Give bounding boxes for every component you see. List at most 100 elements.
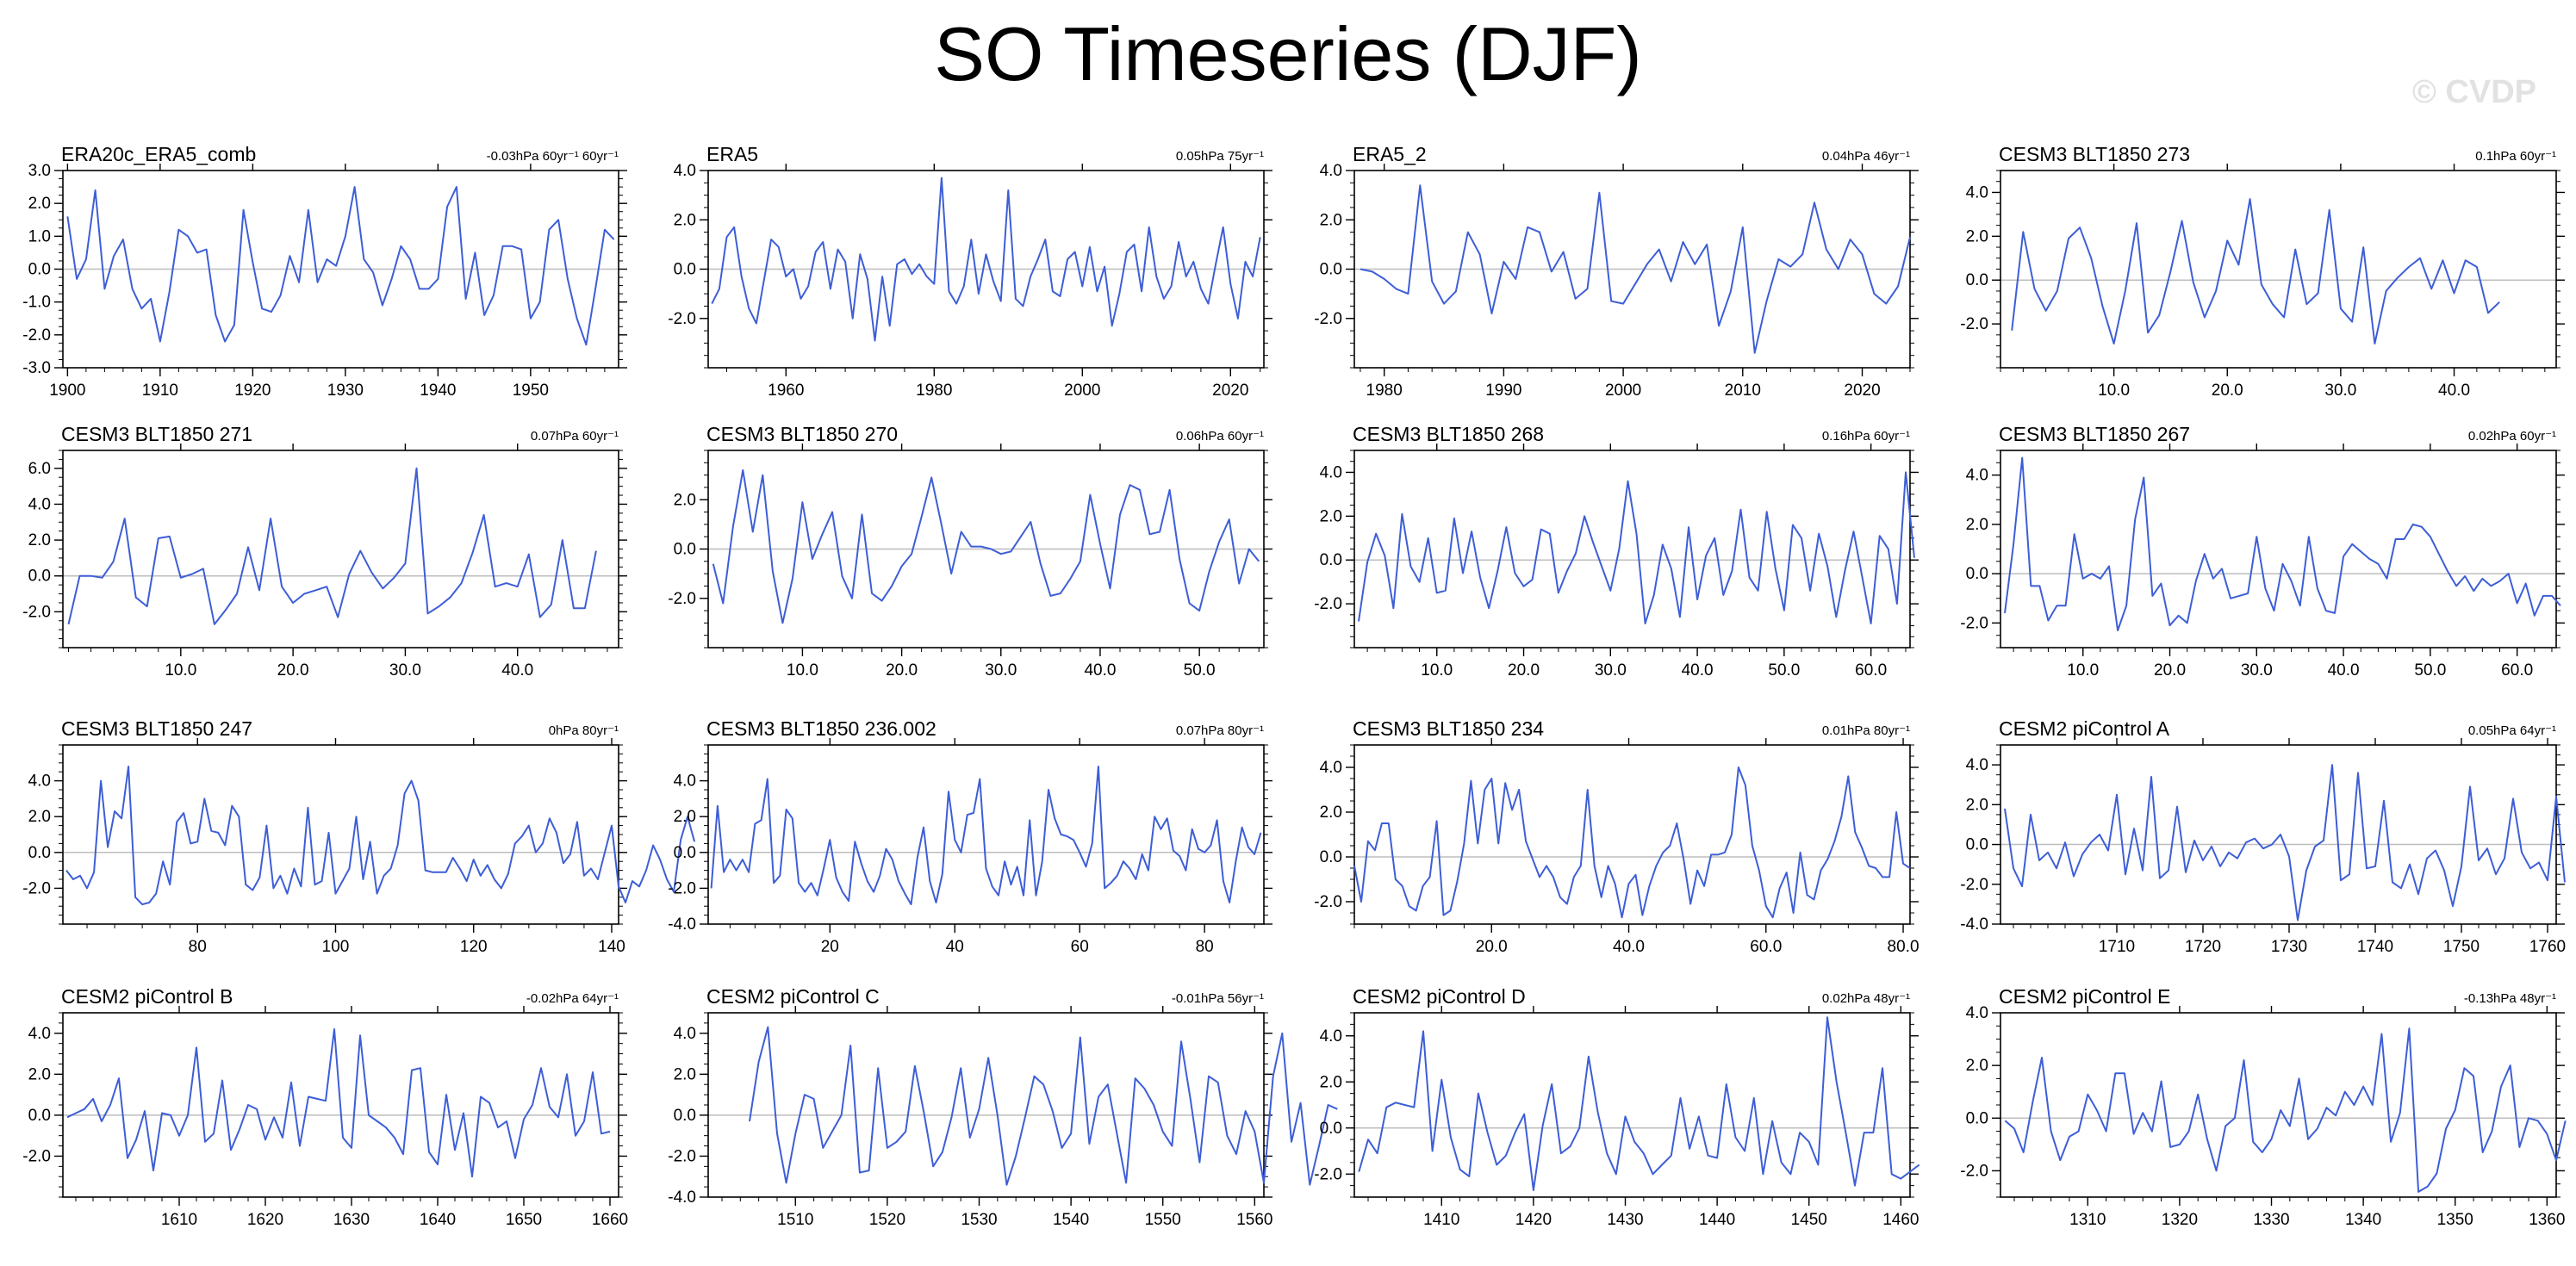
series-line xyxy=(65,766,696,906)
series-line xyxy=(1358,1016,1920,1191)
plot-frame xyxy=(1353,450,1911,649)
x-tick-label: 40.0 xyxy=(2438,382,2470,400)
y-tick-label: 4.0 xyxy=(1966,467,1988,485)
panel-title: CESM3 BLT1850 236.002 xyxy=(706,717,936,740)
panel-title: CESM2 piControl D xyxy=(1353,985,1526,1008)
trend-label: 0.07hPa 80yr⁻¹ xyxy=(1176,723,1264,738)
panel-14: CESM2 piControl C -0.01hPa 56yr⁻¹ -4.0 -2.0… xyxy=(668,985,1338,1229)
x-tick-label: 40.0 xyxy=(1682,661,1714,680)
y-tick-label: 0.0 xyxy=(28,261,51,279)
x-tick-label: 1910 xyxy=(142,382,178,400)
y-tick-label: 2.0 xyxy=(674,211,696,229)
x-tick-label: 80 xyxy=(189,938,207,956)
y-tick-label: 0.0 xyxy=(1966,271,1988,289)
y-tick-label: 4.0 xyxy=(1966,1004,1988,1022)
panel-title: CESM3 BLT1850 273 xyxy=(1999,143,2190,165)
y-tick-label: 0.0 xyxy=(1320,1120,1342,1138)
trend-label: 0.04hPa 46yr⁻¹ xyxy=(1822,149,1910,164)
x-tick-label: 20.0 xyxy=(2212,382,2243,400)
x-tick-label: 1710 xyxy=(2099,938,2135,956)
x-tick-label: 1920 xyxy=(234,382,271,400)
y-tick-label: 4.0 xyxy=(1320,162,1342,180)
x-tick-label: 1610 xyxy=(161,1211,197,1229)
x-tick-label: 10.0 xyxy=(1421,661,1453,680)
x-tick-label: 1520 xyxy=(869,1211,905,1229)
trend-label: 0.06hPa 60yr⁻¹ xyxy=(1176,429,1264,444)
x-tick-label: 1640 xyxy=(420,1211,456,1229)
x-tick-label: 1420 xyxy=(1515,1211,1552,1229)
y-tick-label: 0.0 xyxy=(674,1107,696,1125)
y-tick-label: -4.0 xyxy=(668,1188,696,1207)
panel-11: CESM3 BLT1850 234 0.01hPa 80yr⁻¹ -2.0 0.0 2.… xyxy=(1314,717,1919,956)
panel-1: ERA20c_ERA5_comb -0.03hPa 60yr⁻¹ 60yr⁻¹ -3… xyxy=(22,143,627,400)
series-line xyxy=(712,469,1260,624)
plot-frame xyxy=(2000,1012,2557,1198)
y-tick-label: 2.0 xyxy=(28,195,51,213)
cvdp-watermark: © CVDP xyxy=(2411,74,2536,110)
x-tick-label: 30.0 xyxy=(985,661,1017,680)
x-tick-label: 1990 xyxy=(1485,382,1521,400)
y-tick-label: -2.0 xyxy=(22,879,51,897)
x-tick-label: 2020 xyxy=(1212,382,1248,400)
x-tick-label: 40.0 xyxy=(2328,661,2360,680)
y-tick-label: -3.0 xyxy=(22,359,51,377)
y-tick-label: 2.0 xyxy=(1320,1073,1342,1091)
panel-title: ERA5 xyxy=(706,143,758,165)
y-tick-label: 3.0 xyxy=(28,162,51,180)
trend-label: 0.07hPa 60yr⁻¹ xyxy=(531,429,619,444)
y-tick-label: -2.0 xyxy=(668,879,696,897)
y-tick-label: -2.0 xyxy=(1314,1165,1342,1183)
panel-13: CESM2 piControl B -0.02hPa 64yr⁻¹ -2.0 0.0 2… xyxy=(22,985,628,1229)
y-tick-label: -2.0 xyxy=(22,603,51,621)
y-tick-label: 2.0 xyxy=(674,491,696,509)
panel-title: CESM3 BLT1850 268 xyxy=(1353,423,1544,445)
x-tick-label: 20.0 xyxy=(2154,661,2186,680)
y-tick-label: -2.0 xyxy=(1314,893,1342,911)
series-line xyxy=(2004,764,2566,922)
y-tick-label: 0.0 xyxy=(1320,848,1342,866)
trend-label: -0.13hPa 48yr⁻¹ xyxy=(2464,991,2556,1006)
y-tick-label: 0.0 xyxy=(28,568,51,586)
y-tick-label: 4.0 xyxy=(674,1025,696,1043)
x-tick-label: 1720 xyxy=(2185,938,2221,956)
x-tick-label: 1740 xyxy=(2357,938,2393,956)
y-tick-label: 0.0 xyxy=(28,1107,51,1125)
series-line xyxy=(2011,198,2500,344)
y-tick-label: -2.0 xyxy=(668,310,696,328)
y-tick-label: 4.0 xyxy=(1966,756,1988,774)
y-tick-label: 2.0 xyxy=(674,808,696,826)
y-tick-label: -2.0 xyxy=(668,1147,696,1165)
x-tick-label: 1440 xyxy=(1699,1211,1735,1229)
y-tick-label: 4.0 xyxy=(1320,1027,1342,1046)
x-tick-label: 2000 xyxy=(1064,382,1100,400)
y-tick-label: -2.0 xyxy=(22,326,51,344)
x-tick-label: 1450 xyxy=(1791,1211,1827,1229)
y-tick-label: 0.0 xyxy=(28,844,51,862)
x-tick-label: 1980 xyxy=(916,382,952,400)
plot-frame xyxy=(2000,170,2557,369)
x-tick-label: 1660 xyxy=(592,1211,628,1229)
y-tick-label: 0.0 xyxy=(1320,551,1342,569)
plot-frame xyxy=(707,744,1265,925)
x-tick-label: 1430 xyxy=(1607,1211,1643,1229)
figure-title: SO Timeseries (DJF) xyxy=(934,11,1642,96)
panel-15: CESM2 piControl D 0.02hPa 48yr⁻¹ -2.0 0.0 2.… xyxy=(1314,985,1920,1229)
y-tick-label: 2.0 xyxy=(1320,804,1342,822)
y-tick-label: -2.0 xyxy=(1960,315,1988,333)
x-tick-label: 1940 xyxy=(420,382,456,400)
x-tick-label: 1730 xyxy=(2271,938,2307,956)
y-tick-label: -4.0 xyxy=(668,915,696,934)
y-tick-label: 2.0 xyxy=(28,531,51,549)
x-tick-label: 1320 xyxy=(2162,1211,2198,1229)
plot-frame xyxy=(707,1012,1265,1198)
x-tick-label: 30.0 xyxy=(2324,382,2356,400)
y-tick-label: -4.0 xyxy=(1960,915,1988,934)
x-tick-label: 100 xyxy=(322,938,350,956)
y-tick-label: 4.0 xyxy=(1966,183,1988,202)
trend-label: 0.05hPa 75yr⁻¹ xyxy=(1176,149,1264,164)
x-tick-label: 60 xyxy=(1071,938,1089,956)
trend-label: 0.16hPa 60yr⁻¹ xyxy=(1822,429,1910,444)
panel-6: CESM3 BLT1850 270 0.06hPa 60yr⁻¹ -2.0 0.0 2.… xyxy=(668,423,1272,680)
x-tick-label: 30.0 xyxy=(389,661,421,680)
y-tick-label: 2.0 xyxy=(1966,796,1988,814)
